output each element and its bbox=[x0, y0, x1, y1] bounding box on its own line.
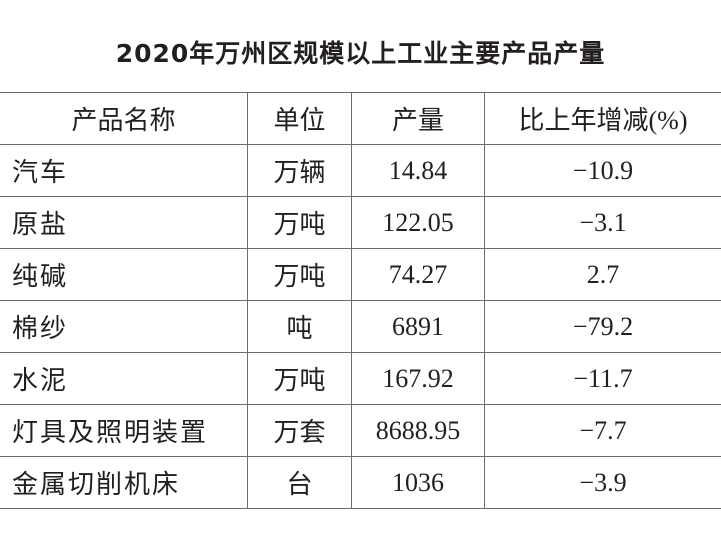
table-cell: 万吨 bbox=[247, 196, 352, 249]
table-cell: 14.84 bbox=[351, 144, 485, 197]
table-cell: 台 bbox=[247, 456, 352, 509]
table-row: 金属切削机床台 1036 −3.9 bbox=[0, 456, 721, 509]
table-cell: 汽车 bbox=[0, 144, 248, 197]
column-header: 单位 bbox=[247, 92, 352, 145]
table-cell: 74.27 bbox=[351, 248, 485, 301]
table-header: 产品名称 单位 产量 比上年增减(%) bbox=[0, 92, 721, 145]
column-header: 比上年增减(%) bbox=[484, 92, 721, 145]
table-cell: 万套 bbox=[247, 404, 352, 457]
table-row: 原盐 万吨 122.05 −3.1 bbox=[0, 196, 721, 249]
header-row: 产品名称 单位 产量 比上年增减(%) bbox=[0, 92, 721, 145]
table-cell: 2.7 bbox=[484, 248, 721, 301]
column-header: 产品名称 bbox=[0, 92, 248, 145]
table-cell: 纯碱 bbox=[0, 248, 248, 301]
table-row: 棉纱吨 6891 −79.2 bbox=[0, 300, 721, 353]
table-cell: 万吨 bbox=[247, 352, 352, 405]
table-cell: −79.2 bbox=[484, 300, 721, 353]
table-cell: 122.05 bbox=[351, 196, 485, 249]
table-cell: 8688.95 bbox=[351, 404, 485, 457]
table-cell: 灯具及照明装置 bbox=[0, 404, 248, 457]
table-cell: 水泥 bbox=[0, 352, 248, 405]
table-row: 灯具及照明装置 万套 8688.95 −7.7 bbox=[0, 404, 721, 457]
table-row: 纯碱 万吨 74.27 2.7 bbox=[0, 248, 721, 301]
table-cell: 吨 bbox=[247, 300, 352, 353]
table-row: 水泥 万吨 167.92 −11.7 bbox=[0, 352, 721, 405]
table-cell: −3.1 bbox=[484, 196, 721, 249]
table-cell: 167.92 bbox=[351, 352, 485, 405]
table-cell: 1036 bbox=[351, 456, 485, 509]
table-cell: −7.7 bbox=[484, 404, 721, 457]
table-cell: −3.9 bbox=[484, 456, 721, 509]
table-cell: −10.9 bbox=[484, 144, 721, 197]
table-cell: −11.7 bbox=[484, 352, 721, 405]
table-cell: 6891 bbox=[351, 300, 485, 353]
table-cell: 万吨 bbox=[247, 248, 352, 301]
table-cell: 棉纱 bbox=[0, 300, 248, 353]
table-cell: 原盐 bbox=[0, 196, 248, 249]
table-cell: 万辆 bbox=[247, 144, 352, 197]
table-body: 汽车 万辆 14.84 −10.9 原盐 万吨 122.05 −3.1 纯碱 万吨 74.27 2.7… bbox=[0, 144, 721, 509]
data-table: 产品名称 单位 产量 比上年增减(%) 汽车 万辆 14.84 −10.9 原盐 万吨 122.0… bbox=[0, 92, 721, 509]
table-row: 汽车 万辆 14.84 −10.9 bbox=[0, 144, 721, 197]
table-cell: 金属切削机床 bbox=[0, 456, 248, 509]
column-header: 产量 bbox=[351, 92, 485, 145]
title: 2020年万州区规模以上工业主要产品产量 bbox=[115, 39, 606, 68]
